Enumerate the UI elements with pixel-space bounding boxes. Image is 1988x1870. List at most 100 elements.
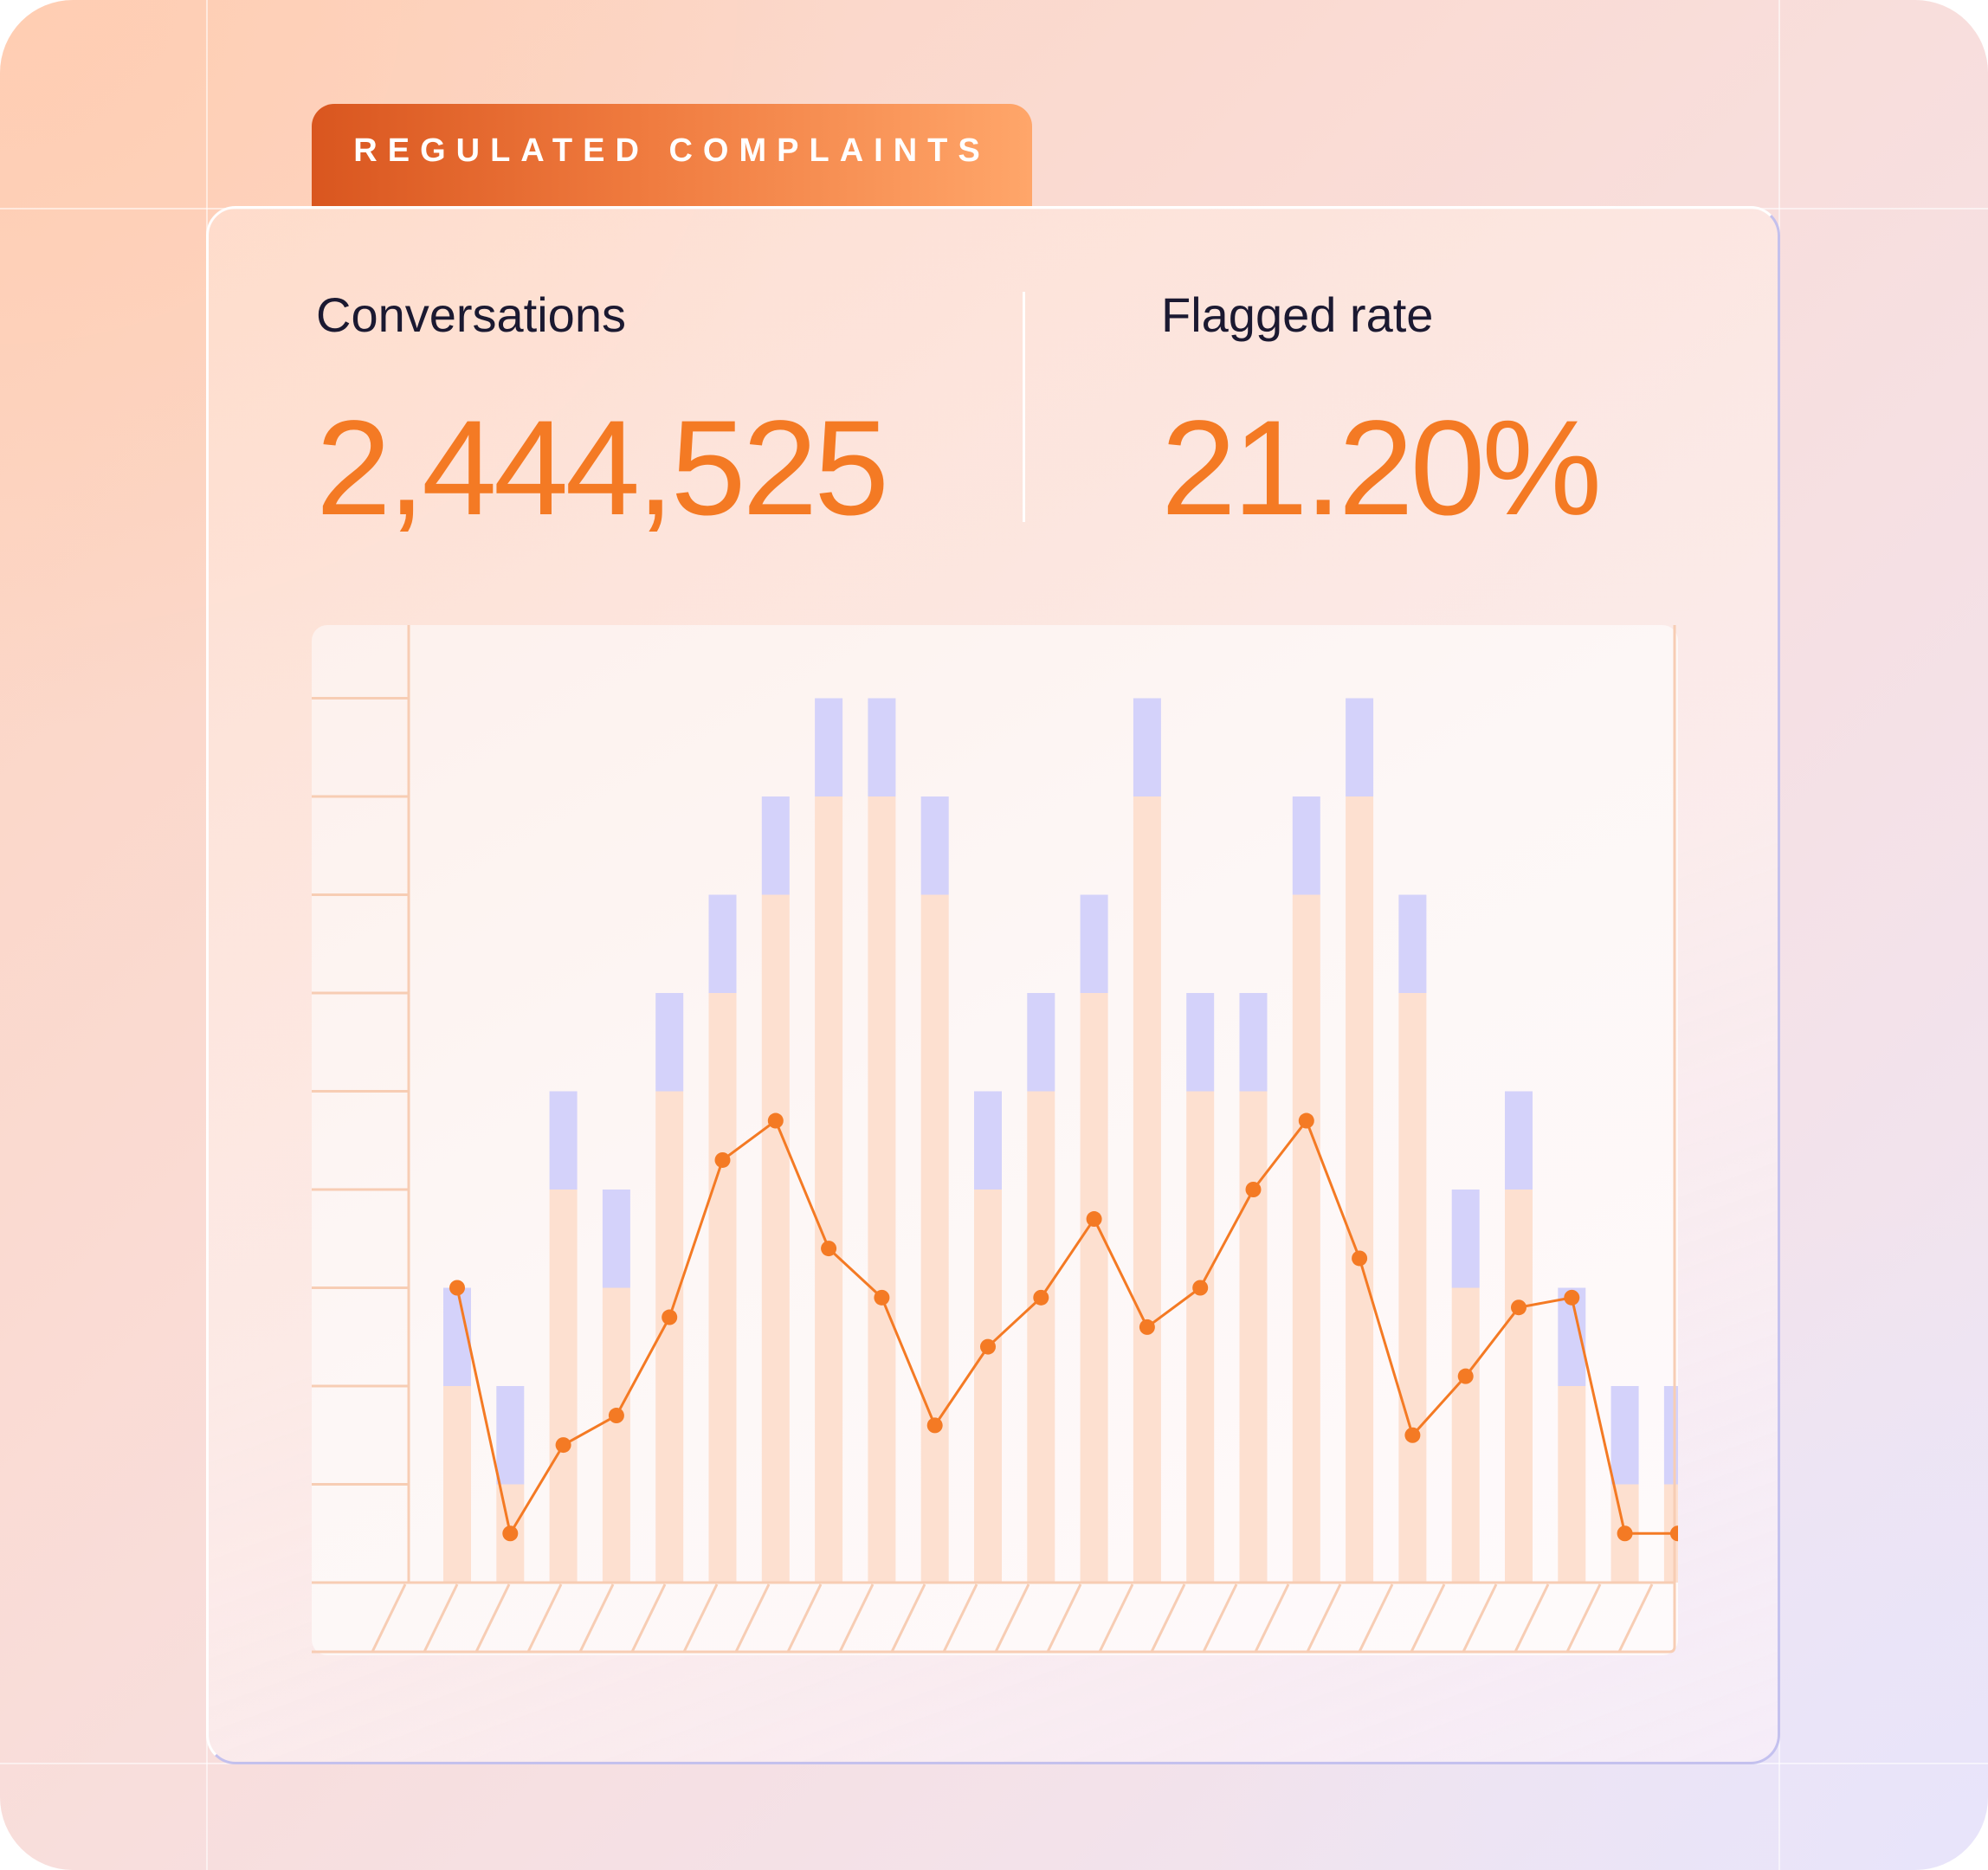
hatch-line <box>1098 1583 1134 1653</box>
bar-top <box>1505 1091 1533 1190</box>
stat-divider <box>1023 292 1025 522</box>
conversations-stat: Conversations 2,444,525 <box>316 287 889 546</box>
rate-point <box>1245 1182 1262 1197</box>
complaints-chart <box>312 625 1678 1654</box>
bar-top <box>1186 993 1215 1092</box>
bar-top <box>602 1190 630 1288</box>
flagged-rate-value: 21.20% <box>1161 393 1602 544</box>
rate-point <box>767 1112 784 1129</box>
category-tab-label: REGULATED COMPLAINTS <box>353 132 991 169</box>
bar-top <box>868 698 896 796</box>
bar-top <box>974 1091 1002 1190</box>
bar-top <box>1239 993 1268 1092</box>
rate-point <box>926 1417 943 1434</box>
bar-base <box>549 1190 578 1583</box>
bar-base <box>602 1287 630 1583</box>
bar-base <box>1558 1386 1586 1583</box>
rate-point <box>555 1437 571 1454</box>
hatch-line <box>1462 1583 1498 1653</box>
bar-top <box>549 1091 578 1190</box>
bar-top <box>1346 698 1374 796</box>
hatch-line <box>890 1583 926 1653</box>
hatch-line <box>371 1583 407 1653</box>
hatch-line <box>1046 1583 1082 1653</box>
hatch-line <box>1306 1583 1342 1653</box>
bar-base <box>443 1386 471 1583</box>
bar-top <box>708 894 737 993</box>
hatch-line <box>942 1583 978 1653</box>
hatch-line <box>994 1583 1030 1653</box>
hatch-line <box>1358 1583 1394 1653</box>
bar-base <box>1346 796 1374 1583</box>
bar-top <box>920 796 949 895</box>
hatch-line <box>526 1583 563 1653</box>
rate-point <box>502 1525 519 1542</box>
bar-top <box>1663 1386 1678 1485</box>
bar-top <box>1080 894 1108 993</box>
hatch-line <box>578 1583 615 1653</box>
chart-frame <box>312 625 1676 1654</box>
rate-point <box>821 1241 837 1257</box>
hatch-line <box>786 1583 823 1653</box>
chart-panel <box>312 625 1678 1655</box>
bar-base <box>1239 1091 1268 1583</box>
rate-point <box>980 1338 996 1355</box>
bar-top <box>761 796 790 895</box>
hatch-line <box>734 1583 771 1653</box>
bar-base <box>1080 993 1108 1583</box>
rate-point <box>449 1280 465 1296</box>
hatch-line <box>1150 1583 1186 1653</box>
bar-top <box>1398 894 1427 993</box>
bar-top <box>655 993 684 1092</box>
bar-base <box>761 894 790 1583</box>
bar-base <box>815 796 843 1583</box>
rate-point <box>714 1151 731 1168</box>
hatch-line <box>630 1583 667 1653</box>
hatch-line <box>1617 1583 1654 1653</box>
bar-base <box>1505 1190 1533 1583</box>
bar-base <box>1133 796 1161 1583</box>
bar-top <box>1133 698 1161 796</box>
bar-base <box>974 1190 1002 1583</box>
bar-base <box>1186 1091 1215 1583</box>
bar-top <box>1027 993 1055 1092</box>
flagged-rate-label: Flagged rate <box>1161 287 1434 342</box>
rate-line <box>455 1119 1678 1535</box>
bar-base <box>1451 1287 1480 1583</box>
rate-point <box>1457 1368 1474 1384</box>
bar-top <box>443 1287 471 1386</box>
conversations-value: 2,444,525 <box>316 393 889 544</box>
bar-base <box>868 796 896 1583</box>
bar-top <box>1292 796 1320 895</box>
hatch-line <box>474 1583 511 1653</box>
rate-point <box>662 1309 678 1325</box>
rate-point <box>1192 1280 1209 1296</box>
rate-point <box>1511 1299 1526 1316</box>
bar-base <box>708 993 737 1583</box>
rate-point <box>1033 1289 1049 1306</box>
rate-point <box>1298 1112 1314 1129</box>
hatch-line <box>1254 1583 1290 1653</box>
bar-top <box>1610 1386 1639 1485</box>
rate-point <box>1669 1525 1678 1542</box>
hatch-line <box>1410 1583 1446 1653</box>
bar-base <box>1027 1091 1055 1583</box>
rate-point <box>1139 1319 1155 1335</box>
rate-point <box>608 1408 624 1424</box>
rate-point <box>1352 1250 1368 1267</box>
category-tab[interactable]: REGULATED COMPLAINTS <box>312 104 1032 208</box>
bar-base <box>920 894 949 1583</box>
rate-point <box>1086 1211 1102 1228</box>
rate-point <box>1564 1289 1580 1306</box>
hatch-line <box>682 1583 719 1653</box>
rate-point <box>1617 1525 1633 1542</box>
hatch-line <box>838 1583 875 1653</box>
bar-top <box>496 1386 525 1485</box>
hatch-line <box>423 1583 459 1653</box>
conversations-label: Conversations <box>316 287 626 342</box>
flagged-rate-stat: Flagged rate 21.20% <box>1161 287 1602 546</box>
rate-point <box>1404 1427 1421 1443</box>
bar-base <box>1398 993 1427 1583</box>
hatch-line <box>1202 1583 1238 1653</box>
bar-top <box>1451 1190 1480 1288</box>
